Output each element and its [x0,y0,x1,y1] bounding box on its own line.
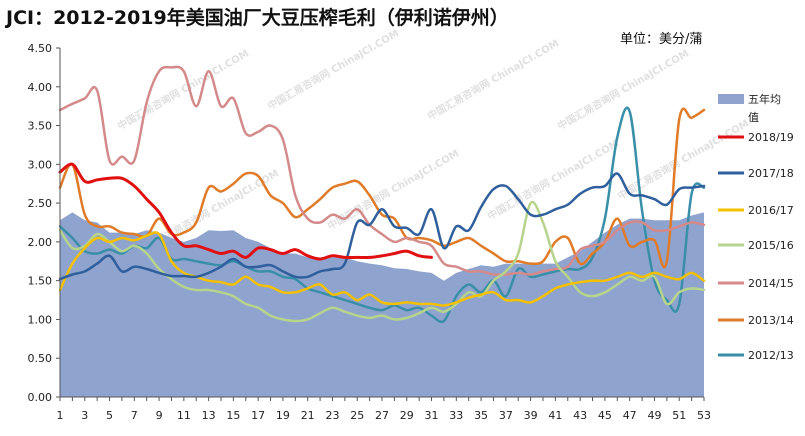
y-tick-label: 1.00 [28,313,53,326]
x-tick-label: 19 [276,409,290,422]
x-tick-label: 3 [81,409,88,422]
watermark-text: 中国汇易咨询网 ChinaJCI.COM [115,47,251,133]
y-tick-label: 0.50 [28,352,53,365]
x-tick-label: 35 [474,409,488,422]
x-tick-label: 13 [202,409,216,422]
x-tick-label: 23 [325,409,339,422]
x-tick-label: 37 [499,409,513,422]
x-tick-label: 43 [573,409,587,422]
x-tick-label: 9 [156,409,163,422]
legend-item-2015-16: 2015/16 [718,239,794,252]
series-line-2014-15 [58,65,706,277]
legend-label: 五年均 [748,92,781,106]
x-tick-label: 15 [226,409,240,422]
watermark-text: 中国汇易咨询网 ChinaJCI.COM [555,47,691,133]
x-tick-label: 17 [251,409,265,422]
legend-label: 2014/15 [748,277,794,290]
legend-item-2017-18: 2017/18 [718,167,794,180]
legend-item-2014-15: 2014/15 [718,277,794,290]
series-line-2016-17 [58,231,706,307]
y-tick-label: 2.00 [28,236,53,249]
x-tick-label: 21 [301,409,315,422]
legend-item-2012-13: 2012/13 [718,349,794,362]
series-line-2017-18 [58,172,706,281]
legend-label-continued: 值 [748,111,759,124]
x-tick-label: 53 [697,409,711,422]
unit-label: 单位：美分/蒲 [620,32,703,47]
watermark-text: 中国汇易咨询网 ChinaJCI.COM [425,37,561,123]
y-tick-label: 2.50 [28,197,53,210]
y-tick-label: 4.00 [28,81,53,94]
x-tick-label: 11 [177,409,191,422]
x-tick-label: 45 [598,409,612,422]
x-tick-label: 49 [647,409,661,422]
x-tick-label: 7 [131,409,138,422]
y-tick-label: 0.00 [28,391,53,404]
y-tick-label: 3.50 [28,120,53,133]
x-tick-label: 39 [524,409,538,422]
legend-item-2013-14: 2013/14 [718,314,794,327]
y-tick-label: 3.00 [28,158,53,171]
x-tick-label: 25 [350,409,364,422]
legend-swatch [718,94,744,104]
x-tick-label: 27 [375,409,389,422]
y-tick-label: 4.50 [28,42,53,55]
x-tick-label: 31 [425,409,439,422]
watermark-layer: 中国汇易咨询网 ChinaJCI.COM 中国汇易咨询网 ChinaJCI.COM… [115,27,751,253]
y-tick-label: 1.50 [28,275,53,288]
legend-label: 2016/17 [748,204,794,217]
watermark-text: 中国汇易咨询网 ChinaJCI.COM [265,27,401,113]
legend-label: 2015/16 [748,239,794,252]
x-tick-label: 5 [106,409,113,422]
legend-label: 2018/19 [748,131,794,144]
x-tick-label: 47 [623,409,637,422]
series-line-2018-19 [58,162,433,261]
x-tick-label: 29 [400,409,414,422]
legend-item-2018-19: 2018/19 [718,131,794,144]
x-tick-label: 1 [57,409,64,422]
x-tick-label: 51 [672,409,686,422]
chart-title: JCI：2012-2019年美国油厂大豆压榨毛利（伊利诺伊州） [6,7,509,29]
legend-label: 2017/18 [748,167,794,180]
legend-label: 2012/13 [748,349,794,362]
x-tick-label: 41 [548,409,562,422]
legend-item-2016-17: 2016/17 [718,204,794,217]
area-five-year-average [60,212,704,397]
legend-label: 2013/14 [748,314,794,327]
x-tick-label: 33 [449,409,463,422]
